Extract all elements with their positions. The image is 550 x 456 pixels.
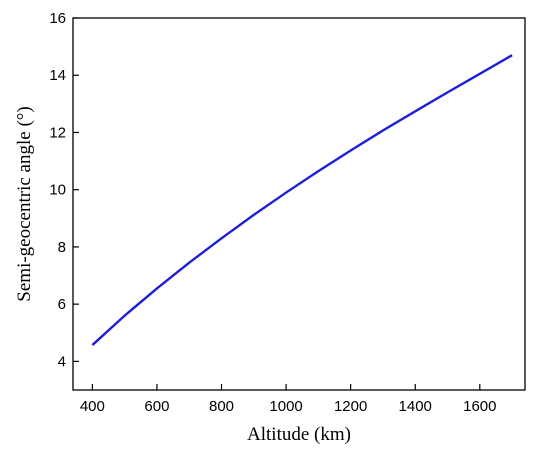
- plot-frame: [72, 17, 526, 391]
- y-axis-ticks: 4 6 8 10 12 14 16: [49, 10, 79, 370]
- x-tick-label: 1600: [463, 398, 496, 415]
- x-axis-ticks: 400 600 800 1000 1200 1400 1600: [80, 384, 496, 415]
- y-tick-label: 14: [49, 67, 66, 84]
- x-tick-label: 400: [80, 398, 105, 415]
- series-line: [91, 54, 513, 346]
- y-tick-label: 10: [49, 182, 66, 199]
- x-tick-label: 600: [144, 398, 169, 415]
- x-tick-label: 1000: [269, 398, 302, 415]
- y-tick-label: 8: [58, 239, 66, 256]
- x-axis-title: Altitude (km): [247, 424, 351, 445]
- x-tick-label: 1200: [334, 398, 367, 415]
- y-tick-label: 16: [49, 10, 66, 27]
- y-tick-label: 4: [58, 353, 66, 370]
- y-tick-label: 6: [58, 296, 66, 313]
- x-tick-label: 800: [209, 398, 234, 415]
- x-tick-label: 1400: [399, 398, 432, 415]
- y-tick-label: 12: [49, 124, 66, 141]
- y-axis-title: Semi-geocentric angle (°): [14, 106, 35, 301]
